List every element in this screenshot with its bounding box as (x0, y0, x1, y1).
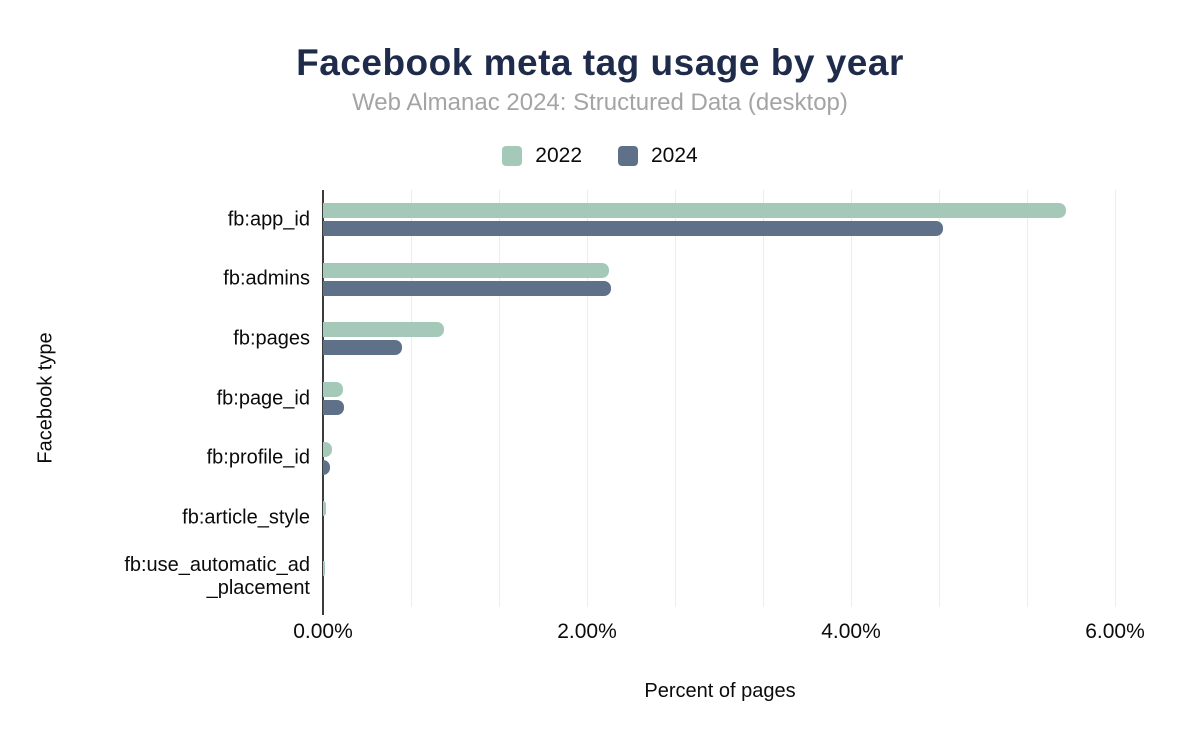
legend-label: 2024 (651, 144, 698, 167)
category-label: fb:profile_id (206, 446, 310, 469)
x-tick-label: 4.00% (821, 620, 881, 643)
x-tick-label: 2.00% (557, 620, 617, 643)
bar-2022-fb:profile_id (323, 441, 333, 457)
bar-2024-fb:app_id (323, 221, 944, 237)
category-label: fb:page_id (216, 387, 310, 409)
legend-label: 2022 (535, 144, 582, 167)
bar-2024-fb:page_id (323, 400, 345, 415)
legend: 2022 2024 (0, 144, 1200, 168)
x-tick-label: 0.00% (293, 620, 353, 643)
gridline (499, 190, 500, 607)
legend-item-2024: 2024 (618, 144, 698, 168)
bar-2024-fb:admins (323, 280, 611, 296)
bar-2022-fb:use_automatic_ad (323, 560, 325, 576)
bar-2022-fb:app_id (323, 203, 1067, 219)
bar-2024-fb:profile_id (323, 459, 330, 475)
gridline (675, 190, 677, 607)
bar-2022-fb:pages (323, 322, 445, 338)
category-label: fb:article_style (182, 506, 310, 529)
x-tick-label: 6.00% (1085, 620, 1145, 643)
gridline (851, 190, 853, 607)
category-label: fb:app_id (227, 208, 310, 231)
legend-swatch-icon (618, 146, 638, 166)
bar-2022-fb:page_id (323, 382, 343, 397)
chart-subtitle: Web Almanac 2024: Structured Data (deskt… (352, 89, 848, 116)
category-label: fb:admins (223, 267, 310, 290)
bar-2024-fb:pages (323, 340, 403, 356)
x-axis-title: Percent of pages (644, 680, 796, 702)
gridline (1115, 190, 1117, 607)
gridline (411, 190, 412, 607)
gridline (587, 190, 588, 607)
y-axis-title: Facebook type (34, 332, 57, 464)
gridline (763, 190, 765, 607)
legend-swatch-icon (502, 146, 523, 166)
bar-2022-fb:article_style (323, 501, 326, 517)
category-label: fb:use_automatic_ad _placement (124, 554, 310, 600)
category-label: fb:pages (233, 327, 310, 350)
legend-item-2022: 2022 (502, 144, 582, 168)
plot-area (322, 190, 1143, 615)
chart-title: Facebook meta tag usage by year (296, 42, 904, 83)
gridline (939, 190, 941, 607)
gridline (1027, 190, 1029, 607)
bar-2022-fb:admins (323, 262, 610, 278)
